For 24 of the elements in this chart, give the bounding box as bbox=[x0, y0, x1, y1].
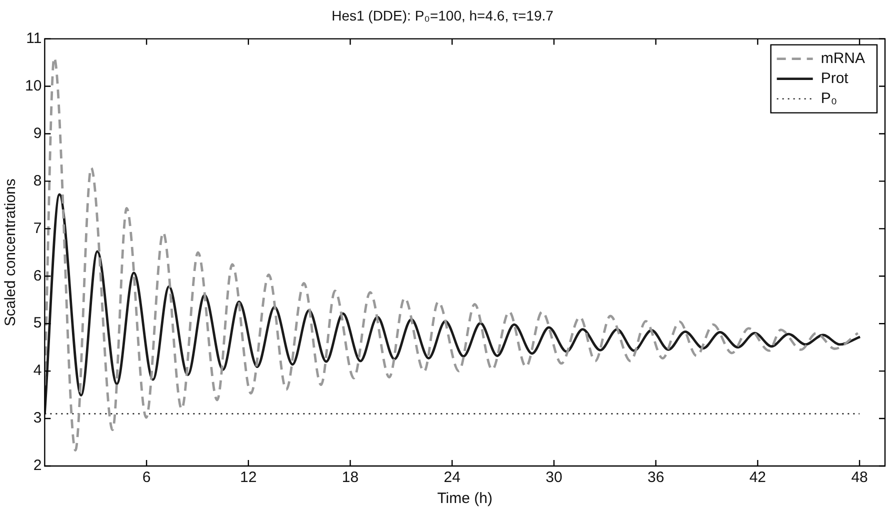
x-tick-label: 6 bbox=[142, 469, 151, 486]
y-tick-label: 10 bbox=[24, 77, 42, 94]
legend-label: mRNA bbox=[820, 50, 866, 67]
legend-label: Prot bbox=[820, 70, 850, 87]
y-tick-label: 3 bbox=[33, 410, 42, 427]
x-tick-label: 24 bbox=[444, 469, 460, 486]
y-tick-label: 11 bbox=[26, 30, 42, 47]
y-axis-title: Scaled concentrations bbox=[2, 178, 20, 326]
y-tick-label: 6 bbox=[33, 267, 42, 284]
y-tick-label: 7 bbox=[33, 220, 42, 237]
legend-label: P₀ bbox=[820, 90, 838, 107]
x-axis-title: Time (h) bbox=[437, 490, 492, 508]
chart-title: Hes1 (DDE): P₀=100, h=4.6, τ=19.7 bbox=[332, 7, 554, 24]
x-tick-label: 48 bbox=[851, 469, 868, 486]
x-tick-label: 12 bbox=[240, 469, 257, 486]
y-tick-label: 2 bbox=[33, 457, 42, 474]
y-tick-label: 5 bbox=[33, 314, 42, 332]
x-tick-label: 30 bbox=[546, 469, 562, 486]
x-tick-label: 42 bbox=[749, 469, 766, 486]
y-tick-label: 9 bbox=[33, 124, 42, 142]
x-tick-label: 18 bbox=[342, 469, 359, 486]
y-tick-label: 4 bbox=[33, 362, 42, 380]
x-tick-label: 36 bbox=[647, 469, 664, 486]
y-tick-label: 8 bbox=[33, 172, 42, 190]
